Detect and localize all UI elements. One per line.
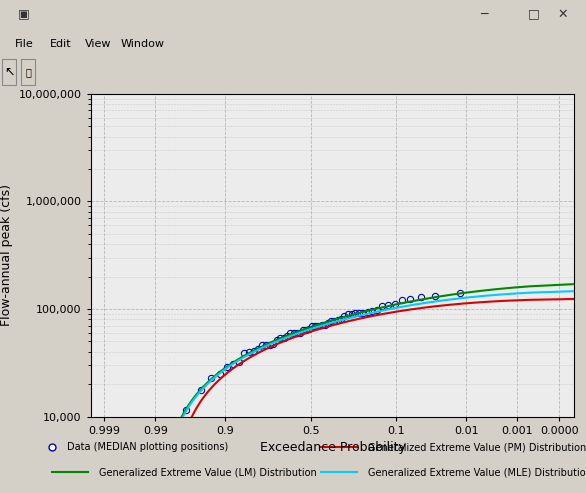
- Generalized Extreme Value (LM) Distribution: [286, 332, 293, 338]
- Text: Edit: Edit: [50, 38, 71, 49]
- Generalized Extreme Value (LM) Distribution: [336, 315, 343, 321]
- Generalized Extreme Value (PM) Distribution: [215, 377, 222, 383]
- Text: ↖: ↖: [4, 66, 15, 79]
- Text: Generalized Extreme Value (PM) Distribution: Generalized Extreme Value (PM) Distribut…: [368, 442, 586, 452]
- Bar: [2, 59, 16, 85]
- Generalized Extreme Value (MLE) Distribution: [366, 311, 373, 317]
- Generalized Extreme Value (MLE) Distribution: [251, 349, 258, 354]
- Generalized Extreme Value (MLE) Distribution: [256, 346, 263, 352]
- Line: Generalized Extreme Value (MLE) Distribution: Generalized Extreme Value (MLE) Distribu…: [171, 290, 586, 449]
- Text: Generalized Extreme Value (LM) Distribution: Generalized Extreme Value (LM) Distribut…: [99, 467, 317, 477]
- Text: □: □: [527, 8, 539, 21]
- Text: View: View: [85, 38, 111, 49]
- Text: ─: ─: [481, 8, 488, 21]
- Generalized Extreme Value (PM) Distribution: [339, 320, 346, 326]
- Generalized Extreme Value (MLE) Distribution: [331, 319, 338, 325]
- Generalized Extreme Value (MLE) Distribution: [338, 317, 345, 323]
- Line: Generalized Extreme Value (PM) Distribution: Generalized Extreme Value (PM) Distribut…: [181, 299, 586, 447]
- Line: Generalized Extreme Value (LM) Distribution: Generalized Extreme Value (LM) Distribut…: [170, 283, 586, 447]
- Text: Generalized Extreme Value (MLE) Distribution: Generalized Extreme Value (MLE) Distribu…: [368, 467, 586, 477]
- Generalized Extreme Value (LM) Distribution: [357, 310, 364, 316]
- Bar: [21, 59, 35, 85]
- Generalized Extreme Value (PM) Distribution: [299, 331, 306, 337]
- Text: ✕: ✕: [558, 8, 568, 21]
- Generalized Extreme Value (MLE) Distribution: [242, 353, 249, 359]
- Text: 🔍: 🔍: [25, 67, 31, 77]
- Generalized Extreme Value (LM) Distribution: [348, 312, 355, 318]
- Generalized Extreme Value (LM) Distribution: [166, 444, 173, 450]
- X-axis label: Exceedance Probability: Exceedance Probability: [260, 441, 406, 454]
- Generalized Extreme Value (LM) Distribution: [282, 333, 289, 339]
- Generalized Extreme Value (PM) Distribution: [178, 444, 185, 450]
- Text: Data (MEDIAN plotting positions): Data (MEDIAN plotting positions): [67, 442, 229, 452]
- Generalized Extreme Value (PM) Distribution: [288, 335, 295, 341]
- Text: Window: Window: [120, 38, 164, 49]
- Generalized Extreme Value (PM) Distribution: [299, 331, 306, 337]
- Text: ▣: ▣: [18, 8, 29, 21]
- Y-axis label: Flow-annual peak (cfs): Flow-annual peak (cfs): [0, 184, 13, 326]
- Text: File: File: [15, 38, 33, 49]
- Generalized Extreme Value (MLE) Distribution: [167, 446, 174, 452]
- Generalized Extreme Value (PM) Distribution: [261, 347, 268, 353]
- Generalized Extreme Value (LM) Distribution: [403, 299, 410, 305]
